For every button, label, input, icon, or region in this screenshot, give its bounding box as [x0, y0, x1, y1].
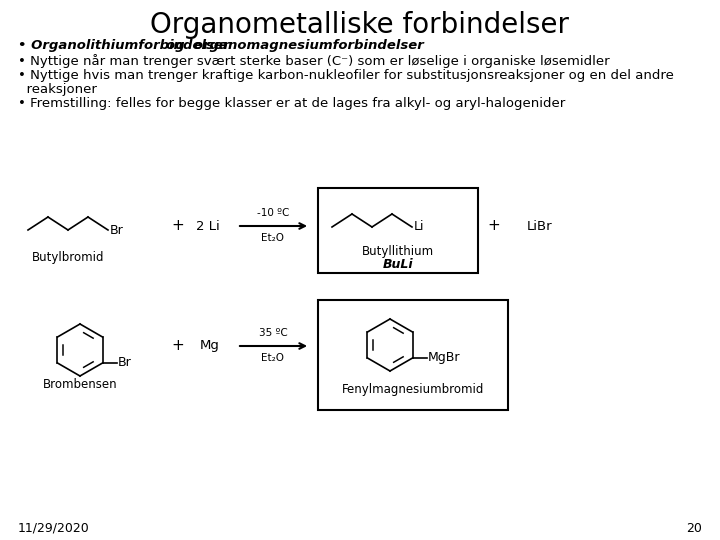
- Text: 20: 20: [686, 522, 702, 535]
- Text: Brombensen: Brombensen: [42, 379, 117, 392]
- Text: LiBr: LiBr: [527, 219, 553, 233]
- Text: Li: Li: [414, 220, 425, 233]
- Text: • Organolithiumforbindelser: • Organolithiumforbindelser: [18, 39, 230, 52]
- Text: reaksjoner: reaksjoner: [18, 84, 97, 97]
- Text: Butylbromid: Butylbromid: [32, 251, 104, 264]
- Text: +: +: [487, 219, 500, 233]
- Text: Fenylmagnesiumbromid: Fenylmagnesiumbromid: [342, 383, 484, 396]
- Text: Br: Br: [110, 224, 124, 237]
- Text: Br: Br: [117, 356, 131, 369]
- Text: MgBr: MgBr: [428, 352, 460, 365]
- Text: BuLi: BuLi: [383, 258, 413, 271]
- Text: og  organomagnesiumforbindelser: og organomagnesiumforbindelser: [166, 39, 424, 52]
- Text: 2 Li: 2 Li: [196, 219, 220, 233]
- Text: • Fremstilling: felles for begge klasser er at de lages fra alkyl- og aryl-halog: • Fremstilling: felles for begge klasser…: [18, 98, 565, 111]
- Text: Butyllithium: Butyllithium: [362, 245, 434, 258]
- Text: • Nyttige når man trenger svært sterke baser (C⁻) som er løselige i organiske lø: • Nyttige når man trenger svært sterke b…: [18, 54, 610, 68]
- Bar: [318, 300, 508, 410]
- Text: -10 ºC: -10 ºC: [257, 208, 289, 218]
- Text: 35 ºC: 35 ºC: [258, 328, 287, 338]
- Text: Organometalliske forbindelser: Organometalliske forbindelser: [150, 11, 570, 39]
- Text: Et₂O: Et₂O: [261, 353, 284, 363]
- Text: Mg: Mg: [200, 340, 220, 353]
- Text: • Nyttige hvis man trenger kraftige karbon-nukleofiler for substitusjonsreaksjon: • Nyttige hvis man trenger kraftige karb…: [18, 70, 674, 83]
- Text: Et₂O: Et₂O: [261, 233, 284, 243]
- Text: 11/29/2020: 11/29/2020: [18, 522, 90, 535]
- Text: +: +: [171, 219, 184, 233]
- Text: +: +: [171, 339, 184, 354]
- Bar: [318, 188, 478, 273]
